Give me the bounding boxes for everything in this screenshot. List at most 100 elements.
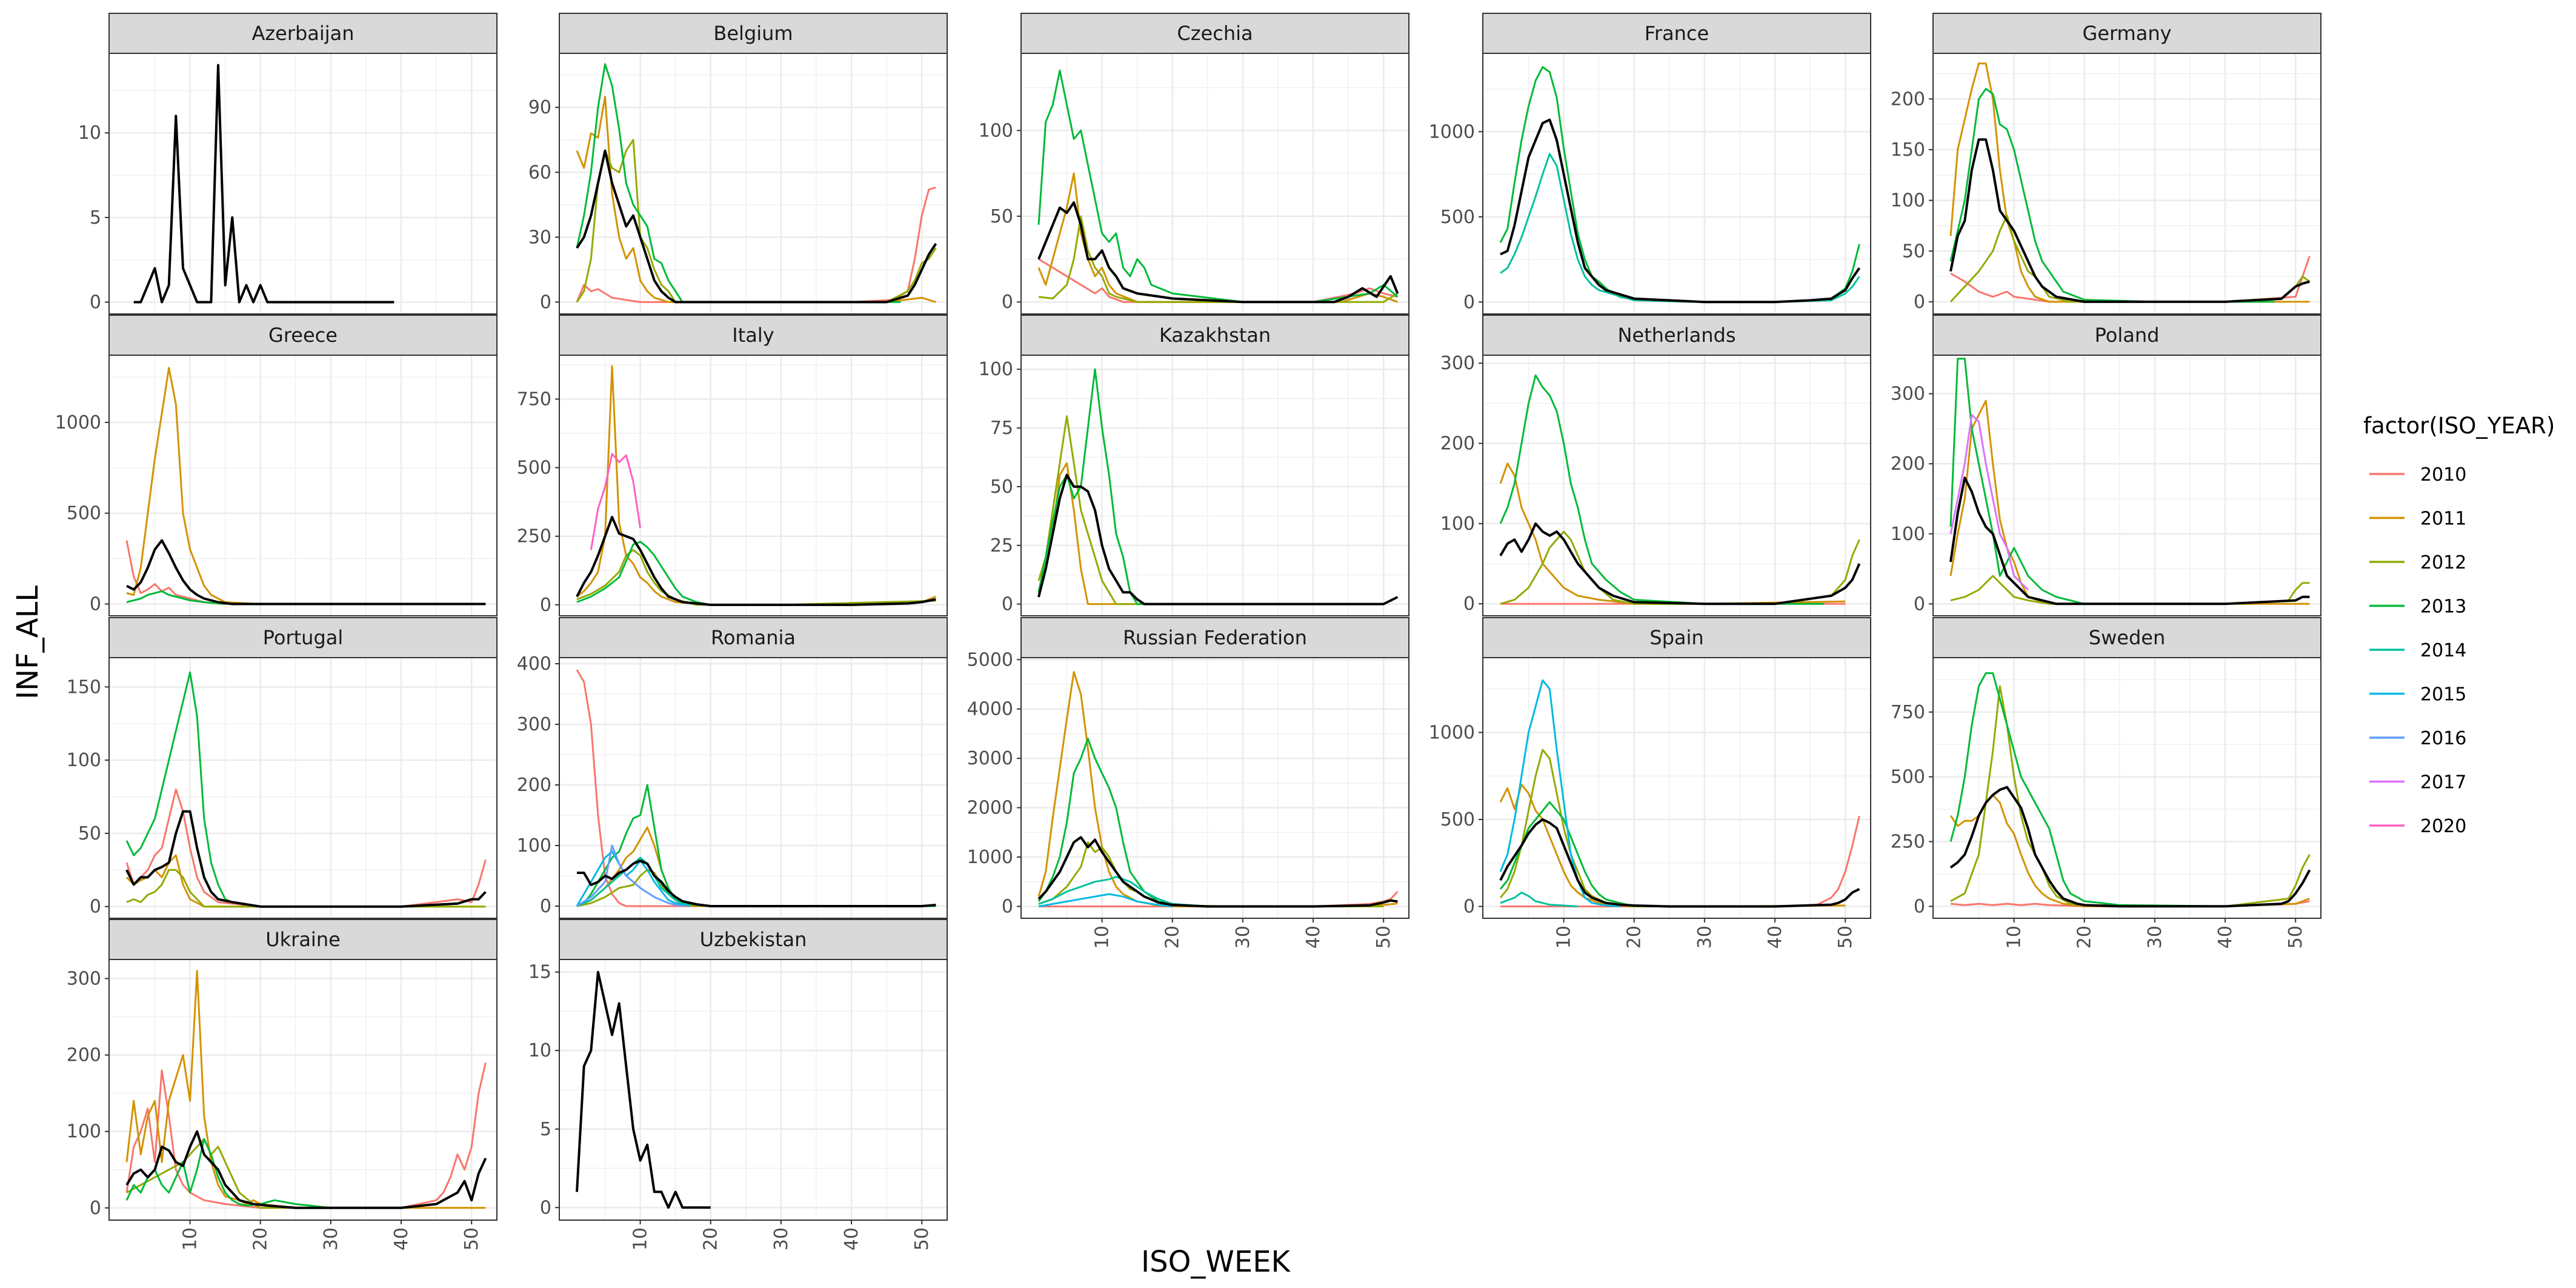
y-tick-label: 10	[78, 122, 101, 144]
facet-italy: Italy 0 250 500 750	[517, 315, 948, 616]
x-tick-label: 50	[461, 1227, 482, 1250]
y-tick-label: 50	[990, 476, 1013, 498]
series-line-other	[1500, 118, 1861, 304]
facet-strip	[108, 617, 498, 658]
y-tick-label: 25	[990, 535, 1013, 556]
facet-strip-label: Czechia	[1177, 22, 1253, 45]
facet-strip-label: Netherlands	[1617, 324, 1736, 347]
facet-strip-label: Romania	[711, 626, 796, 649]
x-tick-label: 50	[1835, 926, 1856, 949]
legend-label: 2014	[2420, 640, 2466, 661]
facet-strip-label: Poland	[2095, 324, 2160, 347]
facet-netherlands: Netherlands 0 100 200 300	[1440, 315, 1871, 616]
series-line-2013	[1949, 88, 2275, 303]
y-tick-label: 0	[1463, 292, 1475, 313]
y-tick-label: 15	[528, 962, 551, 983]
x-axis-title: ISO_WEEK	[1141, 1245, 1291, 1279]
panel-border	[1932, 355, 2321, 616]
facet-strip	[108, 13, 498, 54]
y-tick-label: 250	[517, 526, 551, 547]
facet-strip	[559, 617, 948, 658]
legend-label: 2020	[2420, 816, 2466, 837]
facet-strip-label: Spain	[1649, 626, 1703, 649]
facet-strip	[1482, 617, 1871, 658]
panel-background	[559, 658, 947, 918]
y-tick-label: 4000	[967, 699, 1013, 720]
facet-spain: Spain 0 500 1000 10 20 30 40 50	[1429, 617, 1871, 949]
series-line-other	[133, 64, 394, 304]
y-tick-label: 100	[517, 835, 551, 856]
panel-border	[108, 355, 498, 616]
panel-background	[1021, 53, 1409, 314]
legend-item-2020: 2020	[2369, 816, 2466, 837]
series-line-2013	[1037, 738, 1313, 907]
y-tick-label: 90	[528, 97, 551, 118]
facet-strip-label: Greece	[268, 324, 338, 347]
panel-background	[1483, 355, 1871, 616]
y-tick-label: 300	[1891, 384, 1925, 405]
panel-background	[109, 355, 497, 616]
legend-item-2013: 2013	[2369, 596, 2466, 618]
x-tick-label: 50	[911, 1227, 933, 1250]
series-line-2020	[590, 453, 642, 550]
facets: Azerbaijan0510Belgium0306090Czechia05010…	[55, 13, 2321, 1250]
panel-background	[1933, 658, 2321, 918]
y-tick-label: 750	[517, 389, 551, 410]
y-tick-label: 200	[517, 775, 551, 796]
facet-czechia: Czechia 0 50 100	[979, 13, 1409, 315]
facet-strip	[1020, 617, 1409, 658]
y-tick-label: 50	[78, 823, 101, 844]
y-tick-label: 50	[1902, 241, 1925, 262]
x-tick-label: 20	[1162, 926, 1183, 949]
legend-label: 2011	[2420, 509, 2466, 530]
x-tick-label: 10	[1554, 926, 1575, 949]
x-tick-label: 40	[391, 1227, 412, 1250]
panel-background	[1933, 53, 2321, 314]
y-tick-label: 100	[1891, 190, 1925, 212]
panel-border	[1482, 657, 1871, 919]
series-line-2015	[1499, 679, 1620, 907]
x-tick-label: 40	[1303, 926, 1324, 949]
y-tick-label: 500	[67, 503, 101, 524]
series-line-2014	[576, 856, 690, 907]
series-line-other	[576, 970, 711, 1209]
x-tick-label: 10	[1092, 926, 1113, 949]
x-tick-label: 20	[1624, 926, 1645, 949]
legend-label: 2013	[2420, 596, 2466, 618]
series-line-other	[1949, 476, 2310, 606]
y-tick-label: 0	[90, 896, 101, 918]
y-tick-label: 50	[990, 206, 1013, 227]
y-tick-label: 200	[1440, 433, 1475, 455]
y-tick-label: 0	[1463, 896, 1475, 917]
legend-item-2017: 2017	[2369, 772, 2466, 793]
series-line-2010	[125, 788, 487, 908]
series-line-2016	[576, 844, 683, 907]
y-tick-label: 500	[1440, 809, 1475, 830]
y-tick-label: 1000	[55, 412, 101, 433]
facet-strip-label: Ukraine	[265, 928, 341, 951]
panel-border	[559, 53, 948, 315]
y-tick-label: 30	[528, 227, 551, 248]
y-tick-label: 5	[540, 1119, 551, 1140]
facet-strip	[1482, 13, 1871, 54]
series-line-2012	[1950, 575, 2310, 605]
y-tick-label: 1000	[1429, 722, 1475, 743]
x-tick-label: 40	[2215, 926, 2236, 949]
facet-strip-label: France	[1645, 22, 1709, 45]
facet-kazakhstan: Kazakhstan 0 25 50 75 100	[979, 315, 1409, 616]
series-line-other	[1499, 818, 1860, 908]
x-tick-label: 20	[250, 1227, 271, 1250]
x-tick-label: 10	[630, 1227, 651, 1250]
facet-strip	[559, 315, 948, 356]
series-line-2013	[576, 541, 851, 606]
series-line-2012	[1037, 415, 1173, 606]
series-line-2011	[126, 367, 261, 605]
legend-label: 2017	[2420, 772, 2466, 793]
y-tick-label: 1000	[1429, 121, 1475, 142]
panel-background	[1483, 658, 1871, 918]
facet-strip	[1932, 13, 2321, 54]
facet-strip-label: Germany	[2082, 22, 2171, 45]
panel-border	[108, 959, 498, 1221]
panel-border	[1020, 657, 1409, 919]
y-tick-label: 300	[1440, 353, 1475, 374]
